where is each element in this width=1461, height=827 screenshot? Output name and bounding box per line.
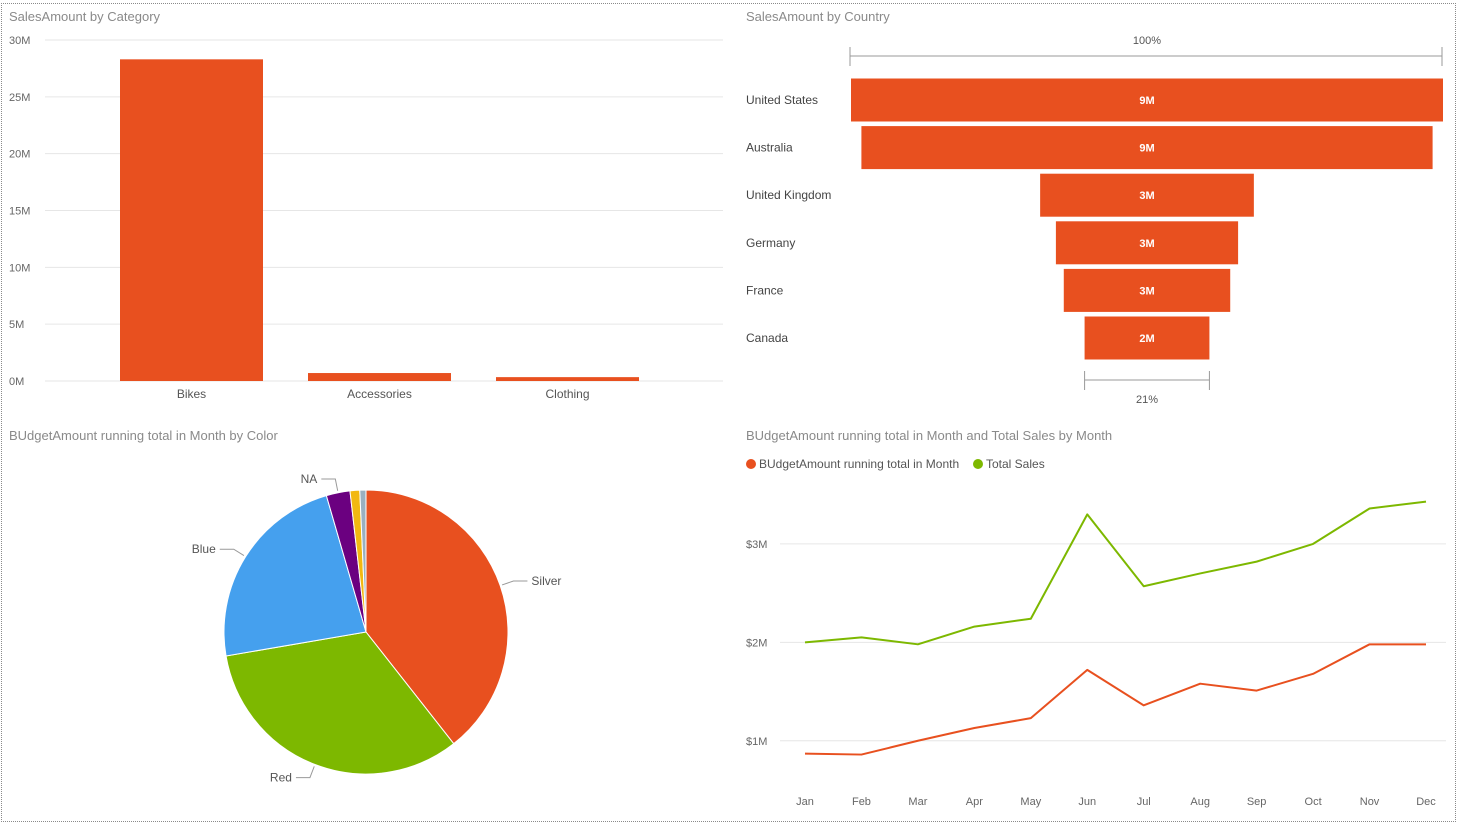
legend-marker-budget bbox=[746, 459, 756, 469]
funnel-row[interactable]: France 3M bbox=[746, 268, 1231, 312]
pie-slice[interactable] bbox=[365, 489, 509, 745]
line-x-tick-label: Feb bbox=[852, 796, 871, 808]
pie-leader-line bbox=[321, 478, 339, 491]
pie-leader-line bbox=[501, 580, 528, 586]
line-gridlines bbox=[780, 543, 1446, 742]
category-bar[interactable] bbox=[120, 59, 263, 381]
funnel-row[interactable]: Canada 2M bbox=[746, 316, 1210, 360]
color-pie-chart[interactable]: BUdgetAmount running total in Month by C… bbox=[9, 428, 561, 785]
pie-slice[interactable] bbox=[225, 631, 455, 775]
funnel-country-label: Germany bbox=[746, 236, 795, 250]
pie-leader-line bbox=[219, 548, 245, 557]
funnel-country-label: France bbox=[746, 283, 784, 297]
funnel-bar[interactable] bbox=[861, 126, 1433, 170]
category-bar[interactable] bbox=[496, 377, 639, 381]
line-x-tick-label: Jul bbox=[1137, 796, 1151, 808]
legend-label-total-sales: Total Sales bbox=[986, 457, 1045, 471]
funnel-value-label: 3M bbox=[1139, 285, 1154, 297]
pie-chart-title: BUdgetAmount running total in Month by C… bbox=[9, 428, 278, 443]
line-x-tick-label: Aug bbox=[1190, 796, 1210, 808]
funnel-bottom-percent: 21% bbox=[1136, 394, 1158, 406]
funnel-bar[interactable] bbox=[1055, 221, 1239, 265]
category-y-tick-label: 10M bbox=[9, 262, 30, 274]
category-x-axis: Bikes Accessories Clothing bbox=[177, 387, 590, 401]
pie-labels: Silver Red Blue NA bbox=[192, 472, 562, 785]
funnel-row[interactable]: Australia 9M bbox=[746, 126, 1433, 170]
funnel-row[interactable]: United States 9M bbox=[746, 78, 1443, 122]
category-y-axis: 0M 5M 10M 15M 20M 25M 30M bbox=[9, 35, 30, 388]
line-x-tick-label: Nov bbox=[1360, 796, 1380, 808]
category-x-tick-label: Clothing bbox=[545, 387, 589, 401]
funnel-value-label: 9M bbox=[1139, 95, 1154, 107]
funnel-top-percent: 100% bbox=[1133, 35, 1161, 47]
category-y-tick-label: 30M bbox=[9, 35, 30, 47]
category-bar[interactable] bbox=[308, 373, 451, 381]
line-x-tick-label: Dec bbox=[1416, 796, 1436, 808]
funnel-country-label: Canada bbox=[746, 331, 788, 345]
line-x-tick-label: Jun bbox=[1078, 796, 1096, 808]
funnel-bar[interactable] bbox=[851, 78, 1443, 122]
funnel-row[interactable]: Germany 3M bbox=[746, 221, 1239, 265]
funnel-rows[interactable]: United States 9M Australia 9M United Kingdom… bbox=[746, 78, 1443, 360]
funnel-row[interactable]: United Kingdom 3M bbox=[746, 173, 1254, 217]
category-x-tick-label: Bikes bbox=[177, 387, 206, 401]
funnel-top-bracket: 100% bbox=[849, 35, 1443, 66]
legend-label-budget: BUdgetAmount running total in Month bbox=[759, 457, 959, 471]
pie-slice-label: Blue bbox=[192, 542, 216, 556]
line-x-tick-label: Sep bbox=[1247, 796, 1267, 808]
funnel-bar[interactable] bbox=[1084, 316, 1210, 360]
pie-slice-label: NA bbox=[301, 472, 318, 486]
funnel-bottom-bracket: 21% bbox=[1084, 371, 1210, 406]
category-chart-title: SalesAmount by Category bbox=[9, 9, 161, 24]
line-chart-title: BUdgetAmount running total in Month and … bbox=[746, 428, 1112, 443]
line-x-tick-label: Oct bbox=[1305, 796, 1322, 808]
line-y-axis: $1M $2M $3M bbox=[746, 539, 767, 748]
line-x-tick-label: Apr bbox=[966, 796, 983, 808]
line-y-tick-label: $2M bbox=[746, 637, 767, 649]
funnel-bar[interactable] bbox=[1040, 173, 1254, 217]
category-y-tick-label: 20M bbox=[9, 149, 30, 161]
funnel-country-label: United Kingdom bbox=[746, 188, 831, 202]
legend-item-budget[interactable]: BUdgetAmount running total in Month bbox=[746, 457, 959, 471]
funnel-value-label: 2M bbox=[1139, 333, 1154, 345]
category-y-tick-label: 5M bbox=[9, 319, 24, 331]
funnel-country-label: United States bbox=[746, 93, 818, 107]
pie-slice-label: Red bbox=[270, 771, 292, 785]
category-x-tick-label: Accessories bbox=[347, 387, 412, 401]
funnel-value-label: 9M bbox=[1139, 143, 1154, 155]
funnel-country-label: Australia bbox=[746, 141, 793, 155]
line-x-tick-label: Mar bbox=[908, 796, 927, 808]
pie-slices[interactable] bbox=[223, 489, 509, 775]
line-x-tick-label: Jan bbox=[796, 796, 814, 808]
category-y-tick-label: 15M bbox=[9, 206, 30, 218]
monthly-line-chart[interactable]: BUdgetAmount running total in Month and … bbox=[746, 428, 1446, 808]
legend-marker-total-sales bbox=[973, 459, 983, 469]
line-series-path[interactable] bbox=[804, 500, 1427, 646]
line-legend[interactable]: BUdgetAmount running total in Month Tota… bbox=[746, 457, 1045, 471]
category-y-tick-label: 25M bbox=[9, 92, 30, 104]
funnel-value-label: 3M bbox=[1139, 190, 1154, 202]
country-chart-title: SalesAmount by Country bbox=[746, 9, 890, 24]
pie-slice-label: Silver bbox=[531, 574, 561, 588]
legend-item-total-sales[interactable]: Total Sales bbox=[973, 457, 1045, 471]
pie-leader-line bbox=[295, 766, 315, 779]
category-y-tick-label: 0M bbox=[9, 376, 24, 388]
line-y-tick-label: $1M bbox=[746, 736, 767, 748]
line-x-axis: Jan Feb Mar Apr May Jun Jul Aug Sep Oct Nov Dec bbox=[796, 796, 1436, 808]
line-series-path[interactable] bbox=[804, 643, 1426, 756]
funnel-bar[interactable] bbox=[1063, 268, 1231, 312]
pie-slice[interactable] bbox=[223, 495, 367, 657]
category-bar-chart[interactable]: SalesAmount by Category 0M 5M 10M 15M 20M 25M… bbox=[9, 9, 723, 401]
funnel-value-label: 3M bbox=[1139, 238, 1154, 250]
line-x-tick-label: May bbox=[1020, 796, 1041, 808]
category-bars[interactable] bbox=[120, 59, 639, 381]
country-funnel-chart[interactable]: SalesAmount by Country 100% United State… bbox=[746, 9, 1443, 406]
line-y-tick-label: $3M bbox=[746, 539, 767, 551]
pie-slice[interactable] bbox=[359, 489, 367, 633]
line-series[interactable] bbox=[804, 500, 1427, 756]
